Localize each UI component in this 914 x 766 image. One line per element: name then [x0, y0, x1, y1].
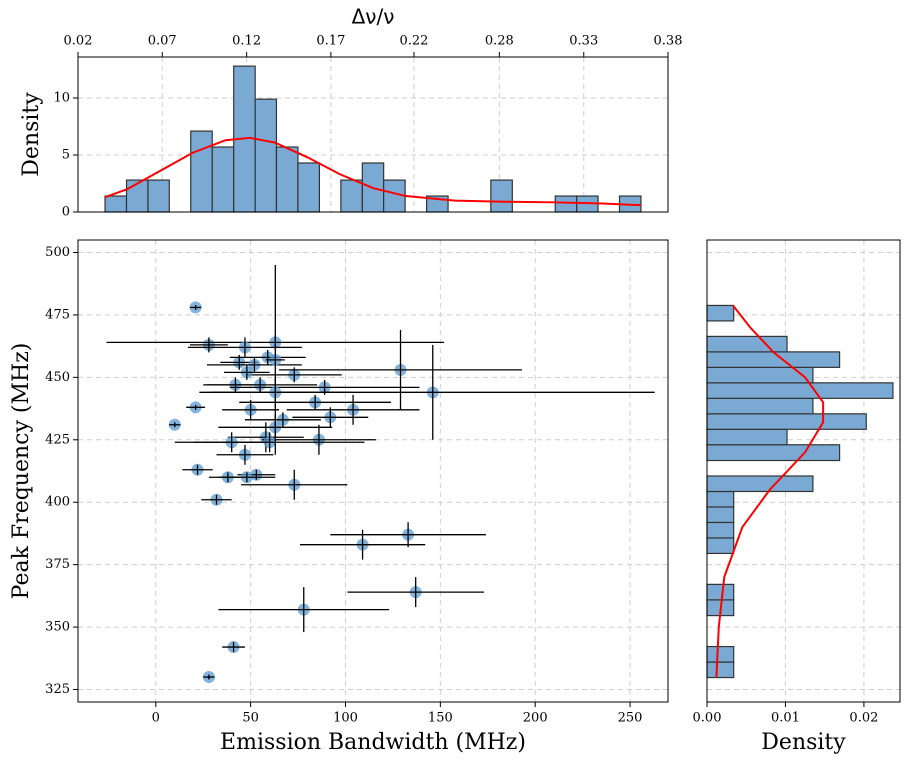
bar: [125, 179, 149, 213]
bar: [211, 146, 235, 213]
y-axis-label: Peak Frequency (MHz): [9, 343, 34, 600]
bar: [706, 304, 735, 322]
x-tick-label: 0.01: [771, 711, 800, 726]
x-tick-label: 0.22: [399, 34, 428, 49]
bar: [104, 195, 128, 213]
x-tick-label: 0: [152, 711, 160, 726]
x-tick-label: 250: [618, 711, 643, 726]
bar: [706, 583, 735, 601]
bar: [275, 146, 299, 213]
axes-frame: [77, 56, 669, 213]
x-tick-label: 0.02: [64, 34, 93, 49]
x-axis-label: Δν/ν: [352, 5, 395, 29]
bar: [706, 645, 735, 663]
x-tick-label: 0.00: [693, 711, 722, 726]
x-axis-label: Density: [761, 730, 846, 755]
x-tick-label: 0.28: [485, 34, 514, 49]
y-tick-label: 400: [45, 495, 70, 510]
bar: [340, 179, 363, 213]
y-tick-label: 350: [45, 620, 70, 635]
y-tick-label: 0: [62, 205, 70, 220]
x-tick-label: 0.07: [148, 34, 177, 49]
bar: [706, 444, 841, 462]
x-tick-label: 50: [242, 711, 259, 726]
y-tick-label: 375: [45, 557, 70, 572]
bar: [706, 351, 841, 368]
bar: [706, 521, 735, 539]
axes-frame: [706, 239, 901, 703]
x-tick-label: 0.38: [654, 34, 683, 49]
bar: [706, 382, 894, 399]
x-axis-label: Emission Bandwidth (MHz): [220, 730, 526, 755]
bar: [706, 413, 867, 430]
bar: [706, 475, 814, 493]
bar: [297, 162, 321, 213]
bar: [706, 335, 788, 353]
x-tick-label: 0.33: [569, 34, 598, 49]
axes-frame: [77, 239, 669, 703]
x-tick-label: 0.17: [316, 34, 345, 49]
bar: [706, 661, 735, 679]
y-tick-label: 500: [45, 245, 70, 260]
y-tick-label: 450: [45, 370, 70, 385]
y-tick-label: 425: [45, 432, 70, 447]
panel: 0 50 100 150 200 250 325 350 375 400 425 450 475 500 E…: [9, 239, 669, 755]
bar: [706, 490, 735, 508]
y-tick-label: 10: [53, 91, 70, 106]
bar: [254, 98, 278, 213]
bar: [706, 397, 814, 415]
bar: [490, 179, 513, 213]
bar: [706, 537, 735, 555]
y-tick-label: 475: [45, 307, 70, 322]
kde-line: [104, 136, 642, 207]
bar: [190, 130, 213, 213]
bar: [706, 428, 788, 446]
y-tick-label: 5: [62, 148, 70, 163]
x-tick-label: 200: [523, 711, 548, 726]
bar: [554, 195, 578, 213]
y-tick-label: 325: [45, 682, 70, 697]
bar: [706, 506, 735, 524]
y-axis-label: Density: [19, 92, 44, 177]
x-tick-label: 0.12: [232, 34, 261, 49]
panel: 0.02 0.07 0.12 0.17 0.22 0.28 0.33 0.38 0 5 10 Δν/ν…: [19, 5, 682, 220]
x-tick-label: 0.02: [849, 711, 878, 726]
kde-line: [715, 304, 825, 678]
x-tick-label: 100: [333, 711, 358, 726]
x-tick-label: 150: [428, 711, 453, 726]
bar: [147, 179, 170, 213]
